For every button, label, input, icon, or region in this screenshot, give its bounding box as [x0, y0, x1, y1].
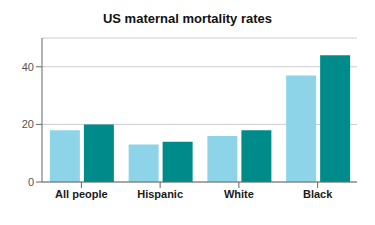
svg-text:Hispanic: Hispanic: [137, 188, 183, 200]
html-text:US maternal mortality rates: US maternal mortality rates: [103, 11, 272, 26]
svg-text:40: 40: [22, 61, 34, 73]
svg-text:White: White: [224, 188, 254, 200]
svg-text:Black: Black: [303, 188, 333, 200]
svg-text:20: 20: [22, 118, 34, 130]
svg-text:0: 0: [28, 176, 34, 188]
svg-text:All people: All people: [55, 188, 108, 200]
